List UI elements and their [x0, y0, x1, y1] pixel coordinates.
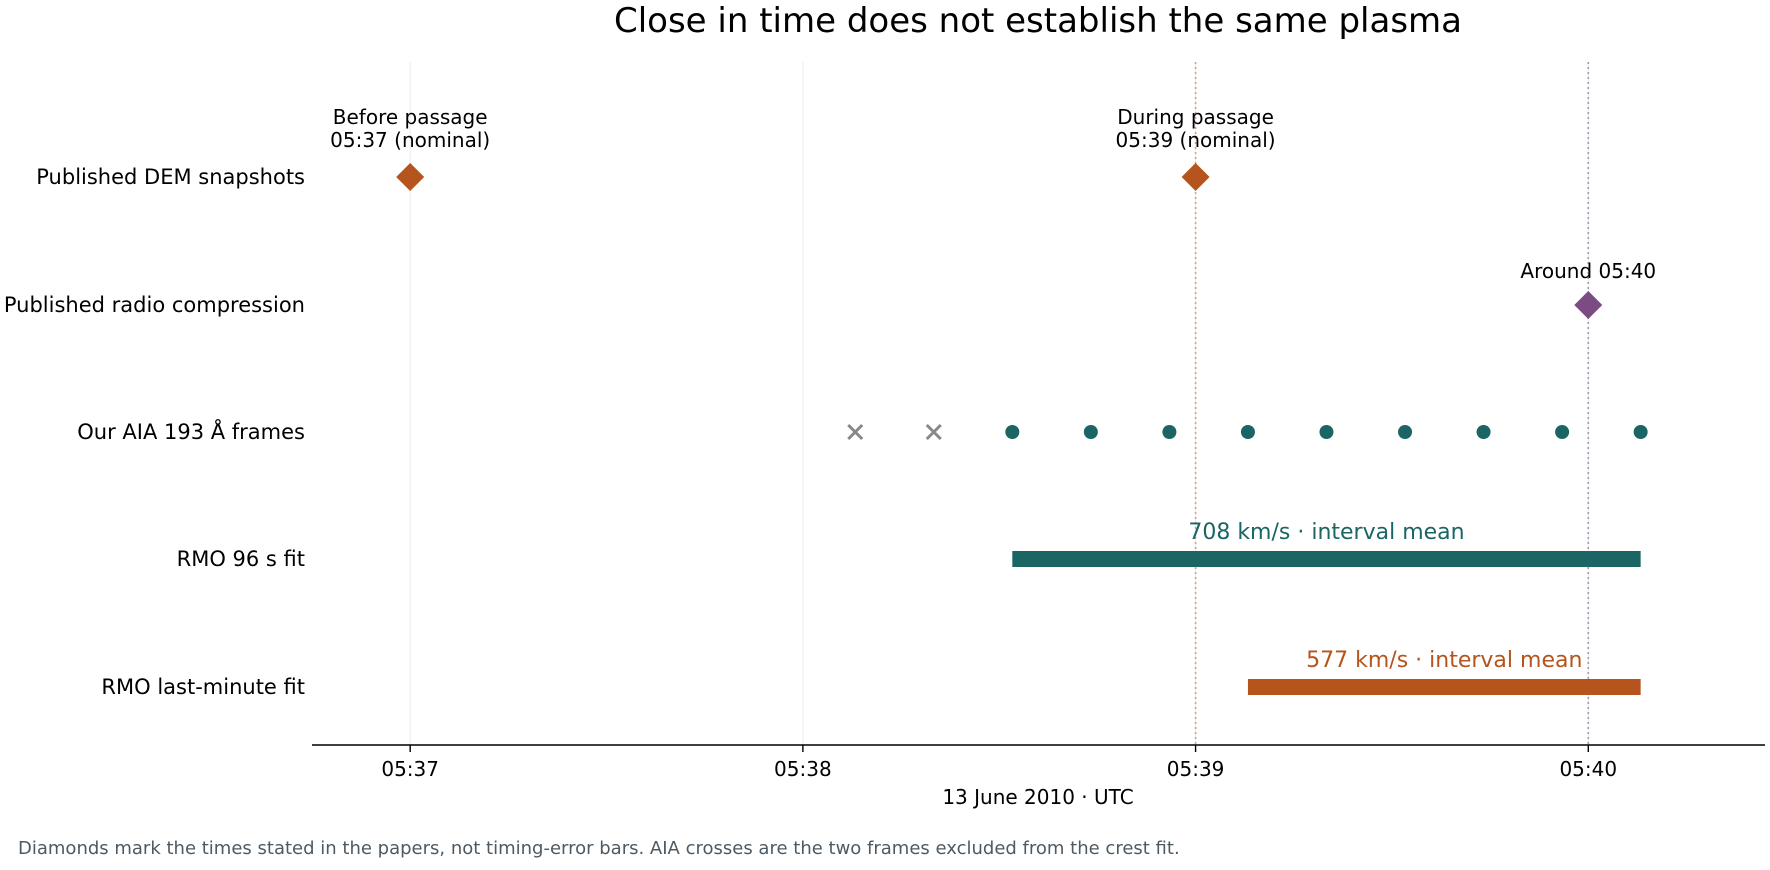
footnote: Diamonds mark the times stated in the pa…: [18, 838, 1180, 859]
radio-compression-label: Around 05:40: [1520, 259, 1656, 283]
x-tick-label: 05:39: [1167, 757, 1225, 781]
aia-frame-dot: [1633, 425, 1648, 439]
radio-compression-diamond: [1574, 291, 1603, 319]
aia-frame-dot: [1083, 425, 1098, 439]
dem-snapshot-label: Before passage: [333, 105, 488, 129]
row-label: Published DEM snapshots: [36, 165, 305, 189]
x-tick-label: 05:40: [1559, 757, 1617, 781]
dem-snapshot-diamond: [1181, 163, 1210, 191]
row-label: RMO 96 s fit: [177, 547, 305, 571]
grid-layer: [409, 62, 1589, 745]
aia-excluded-cross: [925, 423, 942, 441]
aia-frame-dot: [1162, 425, 1177, 439]
x-tick-label: 05:38: [774, 757, 832, 781]
fit-interval-label: 577 km/s · interval mean: [1306, 648, 1582, 673]
dem-snapshot-time: 05:37 (nominal): [330, 128, 490, 152]
aia-excluded-cross: [847, 423, 864, 441]
row-label: Our AIA 193 Å frames: [77, 418, 305, 444]
fit-interval-bar: [1012, 551, 1641, 567]
dem-snapshot-diamond: [396, 163, 425, 191]
x-axis-label: 13 June 2010 · UTC: [942, 785, 1133, 809]
dem-snapshot-time: 05:39 (nominal): [1116, 128, 1276, 152]
aia-frame-dot: [1555, 425, 1570, 439]
aia-frame-dot: [1398, 425, 1413, 439]
x-tick-label: 05:37: [381, 757, 439, 781]
row-label: RMO last-minute fit: [101, 675, 305, 699]
aia-frame-dot: [1005, 425, 1020, 439]
aia-frame-dot: [1240, 425, 1255, 439]
fit-interval-bar: [1247, 679, 1641, 695]
chart-title: Close in time does not establish the sam…: [614, 1, 1462, 41]
aia-frame-dot: [1319, 425, 1334, 439]
aia-excluded-cross-stroke: [847, 423, 864, 441]
aia-frame-dot: [1476, 425, 1491, 439]
reference-lines: [1194, 62, 1590, 745]
aia-excluded-cross-stroke: [925, 423, 942, 441]
dem-snapshot-label: During passage: [1117, 105, 1274, 129]
row-label: Published radio compression: [4, 293, 305, 317]
x-axis-ticks: 05:37 05:38 05:39 05:40: [381, 745, 1617, 781]
fit-interval-label: 708 km/s · interval mean: [1188, 520, 1464, 545]
row-labels: Published DEM snapshots Published radio c…: [4, 165, 305, 699]
